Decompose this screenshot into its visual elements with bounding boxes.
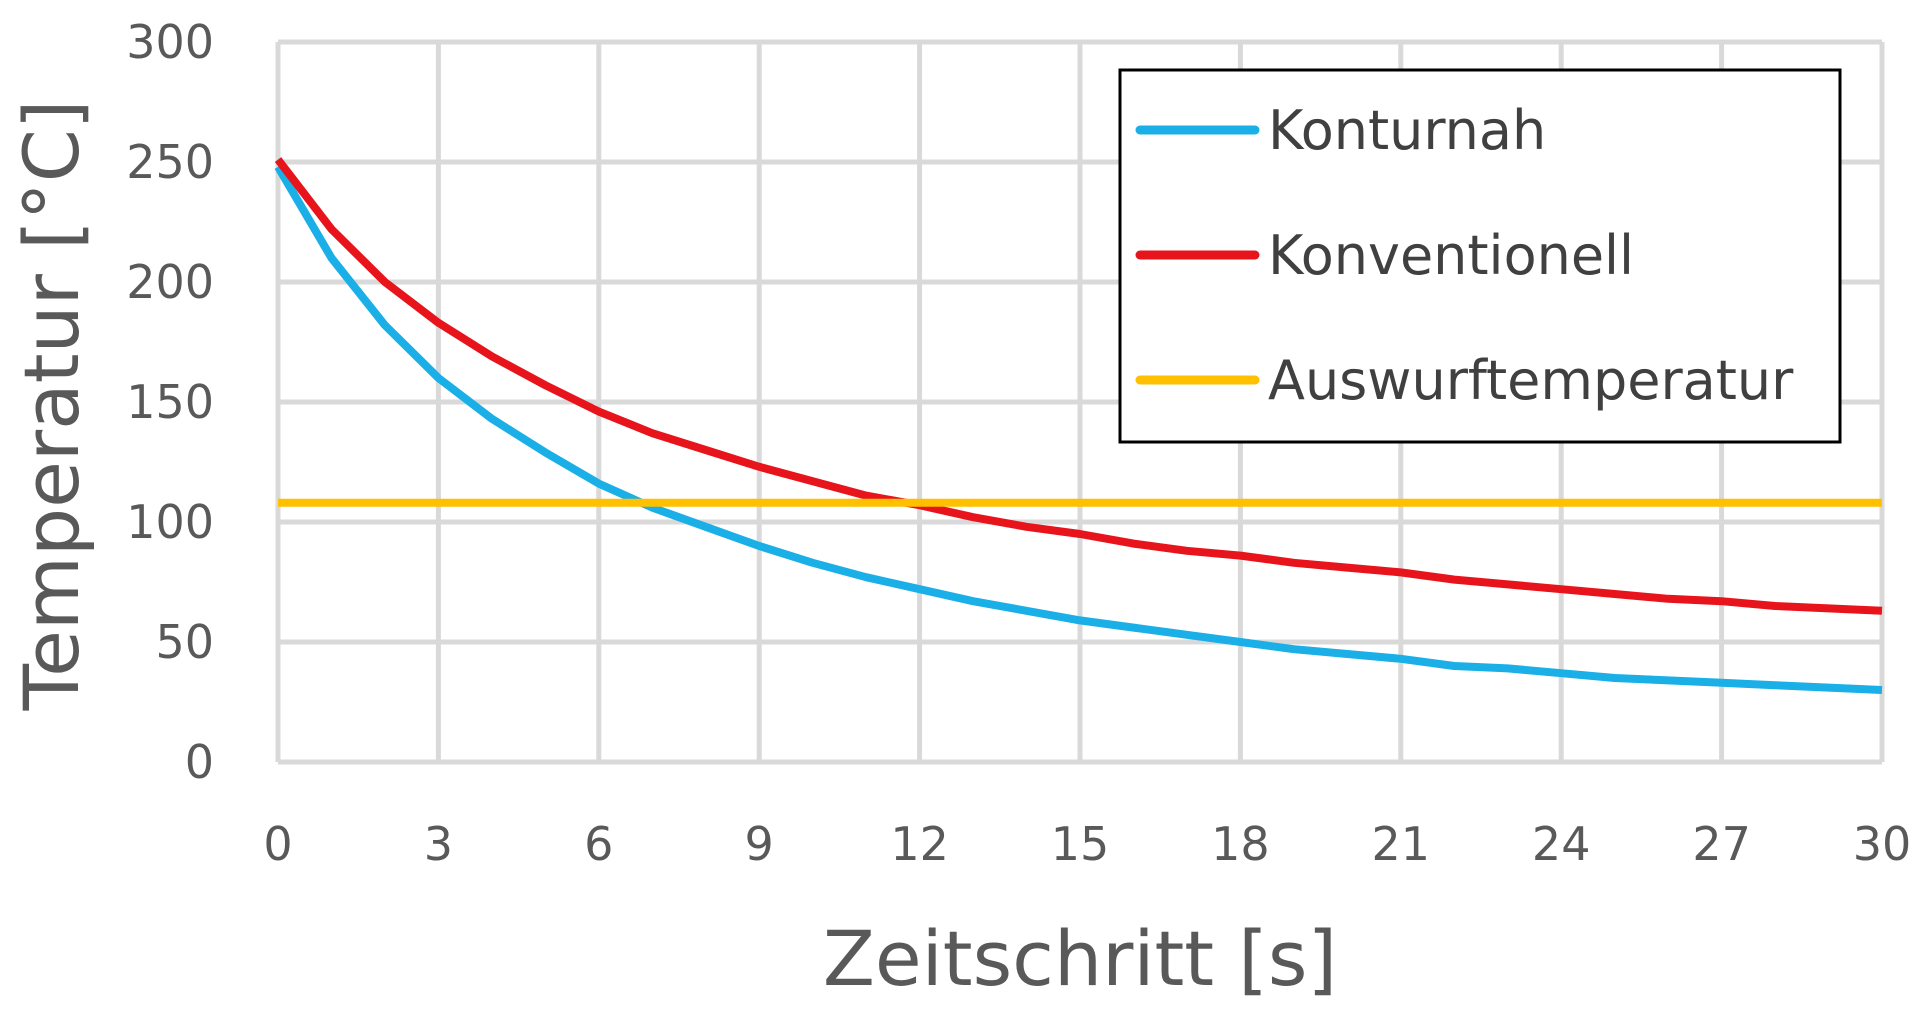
y-tick-label: 200 [126, 255, 214, 309]
y-axis-title: Temperatur [°C] [7, 100, 96, 712]
x-tick-label: 15 [1051, 817, 1110, 871]
legend-label-konturnah: Konturnah [1268, 99, 1546, 162]
y-tick-label: 100 [126, 495, 214, 549]
y-tick-label: 250 [126, 135, 214, 189]
series-line-konturnah [274, 164, 1883, 694]
x-tick-label: 18 [1211, 817, 1270, 871]
x-axis-title: Zeitschritt [s] [823, 914, 1337, 1003]
y-tick-label: 50 [155, 615, 214, 669]
x-axis-ticks: 0 3 6 9 12 15 18 21 24 27 30 [263, 817, 1911, 871]
y-tick-label: 150 [126, 375, 214, 429]
x-tick-label: 21 [1372, 817, 1431, 871]
y-tick-label: 0 [185, 735, 214, 789]
x-tick-label: 12 [890, 817, 949, 871]
x-tick-label: 30 [1853, 817, 1912, 871]
legend-label-auswurftemperatur: Auswurftemperatur [1268, 349, 1794, 412]
x-tick-label: 3 [424, 817, 453, 871]
x-tick-label: 9 [745, 817, 774, 871]
legend-label-konventionell: Konventionell [1268, 224, 1634, 287]
legend: Konturnah Konventionell Auswurftemperatur [1118, 68, 1842, 444]
y-axis-ticks: 0 50 100 150 200 250 300 [126, 15, 214, 789]
series-lines [274, 157, 1883, 694]
x-tick-label: 27 [1692, 817, 1751, 871]
x-tick-label: 0 [263, 817, 292, 871]
series-line-konventionell [274, 157, 1883, 615]
y-tick-label: 300 [126, 15, 214, 69]
x-tick-label: 24 [1532, 817, 1591, 871]
x-tick-label: 6 [584, 817, 613, 871]
